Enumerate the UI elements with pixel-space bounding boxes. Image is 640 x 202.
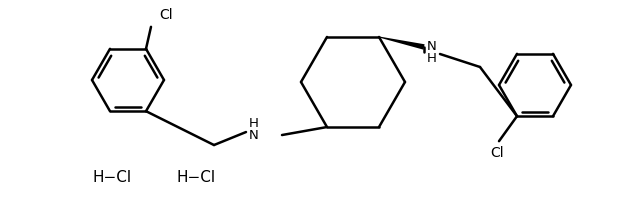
Text: H−Cl: H−Cl	[92, 170, 132, 185]
Text: H: H	[427, 53, 437, 65]
Text: N: N	[427, 40, 437, 54]
Polygon shape	[379, 37, 424, 50]
Text: Cl: Cl	[490, 146, 504, 160]
Text: N: N	[249, 128, 259, 142]
Text: H−Cl: H−Cl	[177, 170, 216, 185]
Text: H: H	[249, 117, 259, 129]
Text: Cl: Cl	[159, 8, 173, 22]
